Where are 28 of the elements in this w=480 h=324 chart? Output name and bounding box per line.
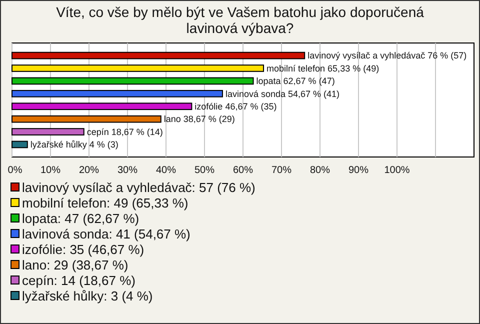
category-label: mobilní telefon 65,33 % (49) <box>266 63 380 74</box>
x-tick-label: 100% <box>384 165 410 176</box>
x-tick-label: 90% <box>348 165 369 176</box>
x-tick-label: 10% <box>40 165 61 176</box>
text: lyžařské hůlky: 3 (4 %) <box>22 288 153 304</box>
text: lavinová sonda: 41 (54,67 %) <box>22 226 190 242</box>
text: lavinový vysílač a vyhledávač: 57 (76 %) <box>22 180 256 195</box>
x-tick-label: 20% <box>78 165 100 176</box>
category-label: lavinová sonda 54,67 % (41) <box>225 88 340 99</box>
text: izofólie: 35 (46,67 %) <box>22 242 144 257</box>
category-label: lyžařské hůlky 4 % (3) <box>30 140 118 150</box>
chart-title: Víte, co vše by mělo být ve Vašem batohu jako doporučená lavinová výbava? <box>56 4 424 36</box>
x-tick-label: 40% <box>156 165 176 176</box>
x-tick-label: 70% <box>271 165 292 176</box>
text: lano: 29 (38,67 %) <box>22 258 128 272</box>
text: mobilní telefon: 49 (65,33 %) <box>22 196 188 210</box>
category-label: lavinový vysílač a vyhledávač 76 % (57) <box>308 50 467 61</box>
category-label: cepín 18,67 % (14) <box>86 126 163 137</box>
x-tick-label: 50% <box>194 165 215 176</box>
category-label: lano 38,67 % (29) <box>164 114 235 124</box>
text: cepín: 14 (18,67 %) <box>22 273 136 288</box>
x-tick-label: 30% <box>117 165 138 176</box>
text: lopata: 47 (62,67 %) <box>22 211 140 226</box>
x-tick-label: 80% <box>310 165 330 176</box>
x-tick-label: 0% <box>8 165 22 176</box>
x-tick-label: 60% <box>232 165 254 176</box>
category-label: lopata 62,67 % (47) <box>256 76 335 86</box>
category-label: izofólie 46,67 % (35) <box>194 102 277 112</box>
